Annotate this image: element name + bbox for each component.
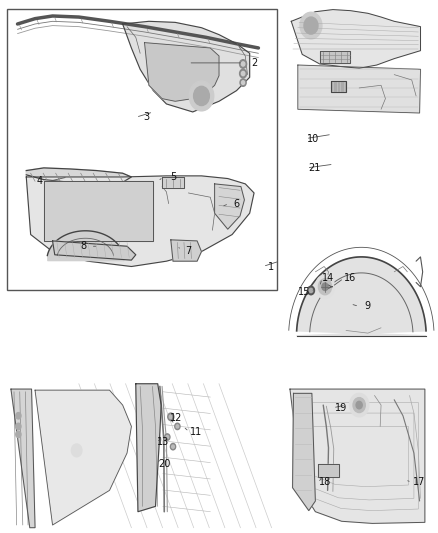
Text: 18: 18 bbox=[319, 478, 331, 487]
Polygon shape bbox=[215, 184, 244, 229]
Text: 21: 21 bbox=[308, 163, 321, 173]
Circle shape bbox=[241, 71, 245, 76]
Polygon shape bbox=[136, 384, 161, 512]
Text: 6: 6 bbox=[233, 199, 240, 208]
Circle shape bbox=[175, 423, 180, 430]
Polygon shape bbox=[53, 241, 136, 260]
Circle shape bbox=[307, 286, 314, 295]
Circle shape bbox=[168, 413, 174, 421]
Text: 15: 15 bbox=[298, 287, 311, 297]
Text: 12: 12 bbox=[170, 414, 182, 423]
Polygon shape bbox=[26, 168, 131, 184]
Polygon shape bbox=[318, 464, 339, 477]
Circle shape bbox=[315, 275, 335, 298]
Circle shape bbox=[322, 283, 328, 290]
Polygon shape bbox=[331, 81, 346, 92]
Text: 4: 4 bbox=[36, 176, 42, 186]
Text: 1: 1 bbox=[268, 262, 274, 271]
Text: 13: 13 bbox=[157, 438, 169, 447]
Circle shape bbox=[356, 401, 362, 409]
Text: 3: 3 bbox=[144, 112, 150, 122]
Polygon shape bbox=[26, 176, 254, 266]
Circle shape bbox=[318, 279, 332, 295]
Text: 14: 14 bbox=[321, 273, 334, 283]
Circle shape bbox=[16, 413, 21, 419]
Polygon shape bbox=[291, 10, 420, 68]
Circle shape bbox=[189, 81, 214, 111]
Text: 10: 10 bbox=[307, 134, 319, 143]
Text: 2: 2 bbox=[251, 58, 257, 68]
Polygon shape bbox=[162, 177, 184, 188]
Polygon shape bbox=[145, 43, 219, 101]
Circle shape bbox=[242, 80, 244, 84]
Circle shape bbox=[240, 79, 246, 86]
Circle shape bbox=[172, 445, 174, 448]
Text: 9: 9 bbox=[365, 302, 371, 311]
Polygon shape bbox=[290, 389, 425, 523]
Polygon shape bbox=[298, 65, 420, 113]
Text: 7: 7 bbox=[185, 246, 191, 255]
Text: 17: 17 bbox=[413, 478, 426, 487]
Circle shape bbox=[169, 415, 172, 419]
Circle shape bbox=[166, 435, 169, 439]
Circle shape bbox=[165, 434, 170, 440]
Circle shape bbox=[16, 423, 21, 430]
Circle shape bbox=[71, 444, 82, 457]
Circle shape bbox=[304, 17, 318, 34]
Circle shape bbox=[16, 431, 21, 438]
Circle shape bbox=[240, 69, 247, 78]
Circle shape bbox=[350, 393, 369, 417]
Polygon shape bbox=[320, 51, 350, 63]
Polygon shape bbox=[297, 257, 426, 336]
Polygon shape bbox=[293, 393, 315, 511]
Text: 19: 19 bbox=[335, 403, 347, 413]
Circle shape bbox=[309, 288, 313, 293]
Polygon shape bbox=[35, 390, 131, 525]
Circle shape bbox=[353, 398, 365, 413]
Polygon shape bbox=[171, 240, 201, 261]
Polygon shape bbox=[11, 389, 35, 528]
Circle shape bbox=[240, 60, 247, 68]
Circle shape bbox=[194, 86, 209, 106]
Text: 20: 20 bbox=[158, 459, 170, 469]
Circle shape bbox=[170, 443, 176, 450]
Circle shape bbox=[241, 62, 245, 66]
Circle shape bbox=[300, 12, 322, 39]
Polygon shape bbox=[123, 21, 250, 112]
Circle shape bbox=[176, 425, 179, 428]
Text: 8: 8 bbox=[80, 241, 86, 251]
Polygon shape bbox=[44, 181, 153, 241]
Bar bbox=[7, 9, 277, 290]
Text: 11: 11 bbox=[190, 427, 202, 437]
Text: 16: 16 bbox=[344, 273, 357, 283]
Text: 5: 5 bbox=[170, 172, 176, 182]
